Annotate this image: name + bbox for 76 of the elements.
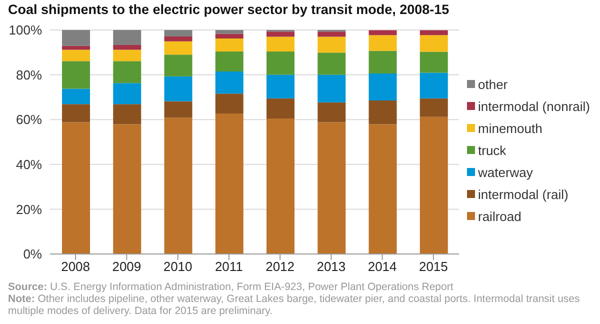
bar [368, 50, 397, 74]
bar [164, 54, 192, 76]
bar [113, 30, 142, 46]
bar [164, 76, 192, 102]
x-tick-label: 2009 [112, 259, 142, 274]
x-tick-label: 2013 [316, 259, 346, 274]
x-tick-label: 2011 [214, 259, 243, 274]
chart-title: Coal shipments to the electric power sector by transit mode, 2008-15 [8, 2, 450, 17]
bar [113, 61, 142, 84]
bar [266, 98, 294, 118]
bar [266, 118, 294, 254]
bar [215, 52, 244, 72]
bar [164, 118, 192, 254]
bar [164, 101, 192, 118]
source-note: Source: U.S. Energy Information Administration, Form EIA-923, Power Plant Operations Report [8, 281, 454, 293]
y-tick-label: 40% [16, 157, 42, 172]
legend-label: waterway [478, 164, 533, 180]
bar [215, 71, 244, 94]
bar [318, 74, 346, 102]
bar [368, 124, 397, 254]
bar [113, 124, 142, 254]
bar [266, 32, 294, 37]
bar [215, 30, 244, 34]
x-tick-label: 2015 [418, 259, 448, 274]
bar [368, 100, 397, 124]
bar [266, 74, 294, 98]
bar [62, 30, 90, 46]
x-tick-label: 2014 [368, 259, 397, 274]
bar [164, 36, 192, 42]
bar [420, 116, 448, 254]
bar [113, 104, 142, 124]
bar [62, 122, 90, 254]
bar [368, 35, 397, 51]
y-tick-label: 60% [16, 112, 42, 128]
bar [215, 114, 244, 254]
bar [113, 45, 142, 50]
bar [318, 102, 346, 122]
bar [215, 38, 244, 52]
bar [420, 52, 448, 73]
bar [62, 50, 90, 62]
x-tick-label: 2008 [61, 259, 90, 274]
legend-label: intermodal (nonrail) [478, 98, 590, 114]
bar [318, 36, 346, 53]
y-tick-label: 80% [16, 67, 42, 82]
bar [368, 73, 397, 101]
bar [215, 34, 244, 39]
bar [420, 72, 448, 98]
y-tick-label: 0% [23, 246, 42, 262]
legend-label: railroad [478, 208, 522, 224]
bar [368, 30, 397, 36]
legend-label: intermodal (rail) [478, 186, 568, 202]
bar [420, 98, 448, 117]
y-tick-label: 100% [8, 22, 42, 38]
legend-label: minemouth [478, 120, 542, 136]
bar [420, 35, 448, 52]
bar [62, 46, 90, 50]
bar [164, 30, 192, 36]
bar [113, 50, 142, 62]
bar [318, 32, 346, 37]
bar [318, 52, 346, 75]
bar [164, 41, 192, 55]
x-tick-label: 2010 [163, 259, 192, 274]
bar [62, 88, 90, 104]
y-tick-label: 20% [16, 202, 42, 217]
legend-label: truck [478, 142, 506, 158]
legend-label: other [478, 76, 508, 92]
bar [62, 61, 90, 89]
bar [266, 52, 294, 75]
bar [420, 30, 448, 36]
x-tick-label: 2012 [266, 259, 295, 274]
bar [113, 83, 142, 104]
bar [62, 104, 90, 122]
bar [215, 94, 244, 114]
bar [266, 36, 294, 52]
bar [318, 122, 346, 254]
text: Note: Other includes pipeline, other waterway, Great Lakes barge, tidewater pier, and coastal ports. Intermodal transit uses multiple modes of delivery. Data for 2015 are preliminary. [8, 293, 581, 317]
